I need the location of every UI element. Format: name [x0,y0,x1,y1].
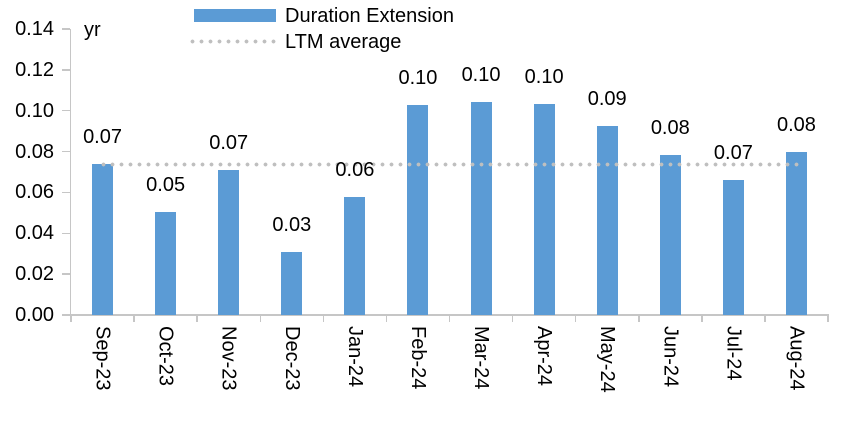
x-tick-label: Nov-23 [217,326,240,391]
bar [344,196,366,315]
x-tick [196,315,198,322]
y-tick [62,273,70,275]
x-tick-label: Mar-24 [470,326,493,390]
y-tick-label: 0.06 [15,181,54,204]
y-tick [62,28,70,30]
bar-data-label: 0.05 [146,173,186,196]
bar-data-label: 0.07 [713,142,753,165]
bar [470,101,492,315]
x-tick [638,315,640,322]
x-tick-label: Jun-24 [659,326,682,388]
y-tick-label: 0.00 [15,304,54,326]
bar [785,151,807,315]
x-tick [827,315,829,322]
x-tick-label: Jan-24 [343,326,366,388]
y-tick-label: 0.04 [15,222,54,245]
x-tick [385,315,388,322]
y-axis-line [69,29,71,315]
x-tick-label: Dec-23 [280,326,303,391]
bar-data-label: 0.06 [335,158,375,181]
bar [218,169,240,315]
bar [533,103,555,315]
x-tick-label: Jul-24 [722,326,745,381]
bar-data-label: 0.07 [83,125,122,148]
bar-data-label: 0.08 [776,113,816,136]
y-tick [62,191,70,194]
x-tick-label: Apr-24 [533,326,556,387]
x-tick-label: Feb-24 [406,326,429,390]
y-tick [62,232,70,235]
bar-data-label: 0.07 [209,131,249,154]
y-tick-label: 0.12 [15,58,54,81]
x-tick [322,315,325,322]
y-tick-label: 0.10 [15,99,54,122]
bar [722,180,744,315]
x-tick [259,315,261,322]
y-tick-label: 0.08 [15,140,54,163]
bar [281,251,303,315]
legend-label-ltm-average: LTM average [285,31,402,53]
x-tick [511,315,514,322]
bar-data-label: 0.09 [587,88,627,111]
bar-data-label: 0.08 [650,116,690,139]
bar [407,104,429,315]
bar [155,211,177,315]
x-tick [133,315,135,322]
y-axis-unit-label: yr [84,19,101,41]
y-tick [62,314,70,316]
bar [596,126,618,315]
y-tick-label: 0.02 [15,263,54,286]
x-tick [448,315,451,322]
bar [659,154,681,315]
y-tick [62,69,70,71]
bar-data-label: 0.03 [272,213,312,236]
x-tick [701,315,703,322]
bar-data-label: 0.10 [461,63,501,86]
legend-label-duration-extension: Duration Extension [285,5,454,27]
legend-bar-swatch [194,9,276,22]
x-tick-label: Oct-23 [154,326,177,387]
y-tick [62,150,70,153]
x-tick-label: May-24 [596,326,619,393]
x-tick [70,315,72,322]
legend-dotted-line-swatch [188,39,277,44]
x-tick-label: Aug-24 [785,326,808,391]
y-tick-label: 0.14 [15,18,54,40]
bar [92,163,114,315]
x-tick [574,315,577,322]
x-tick [764,315,766,322]
bar-data-label: 0.10 [398,66,438,89]
y-tick [62,109,70,112]
ltm-average-line [98,162,801,168]
x-tick-label: Sep-23 [91,326,114,391]
bar-data-label: 0.10 [524,65,564,88]
